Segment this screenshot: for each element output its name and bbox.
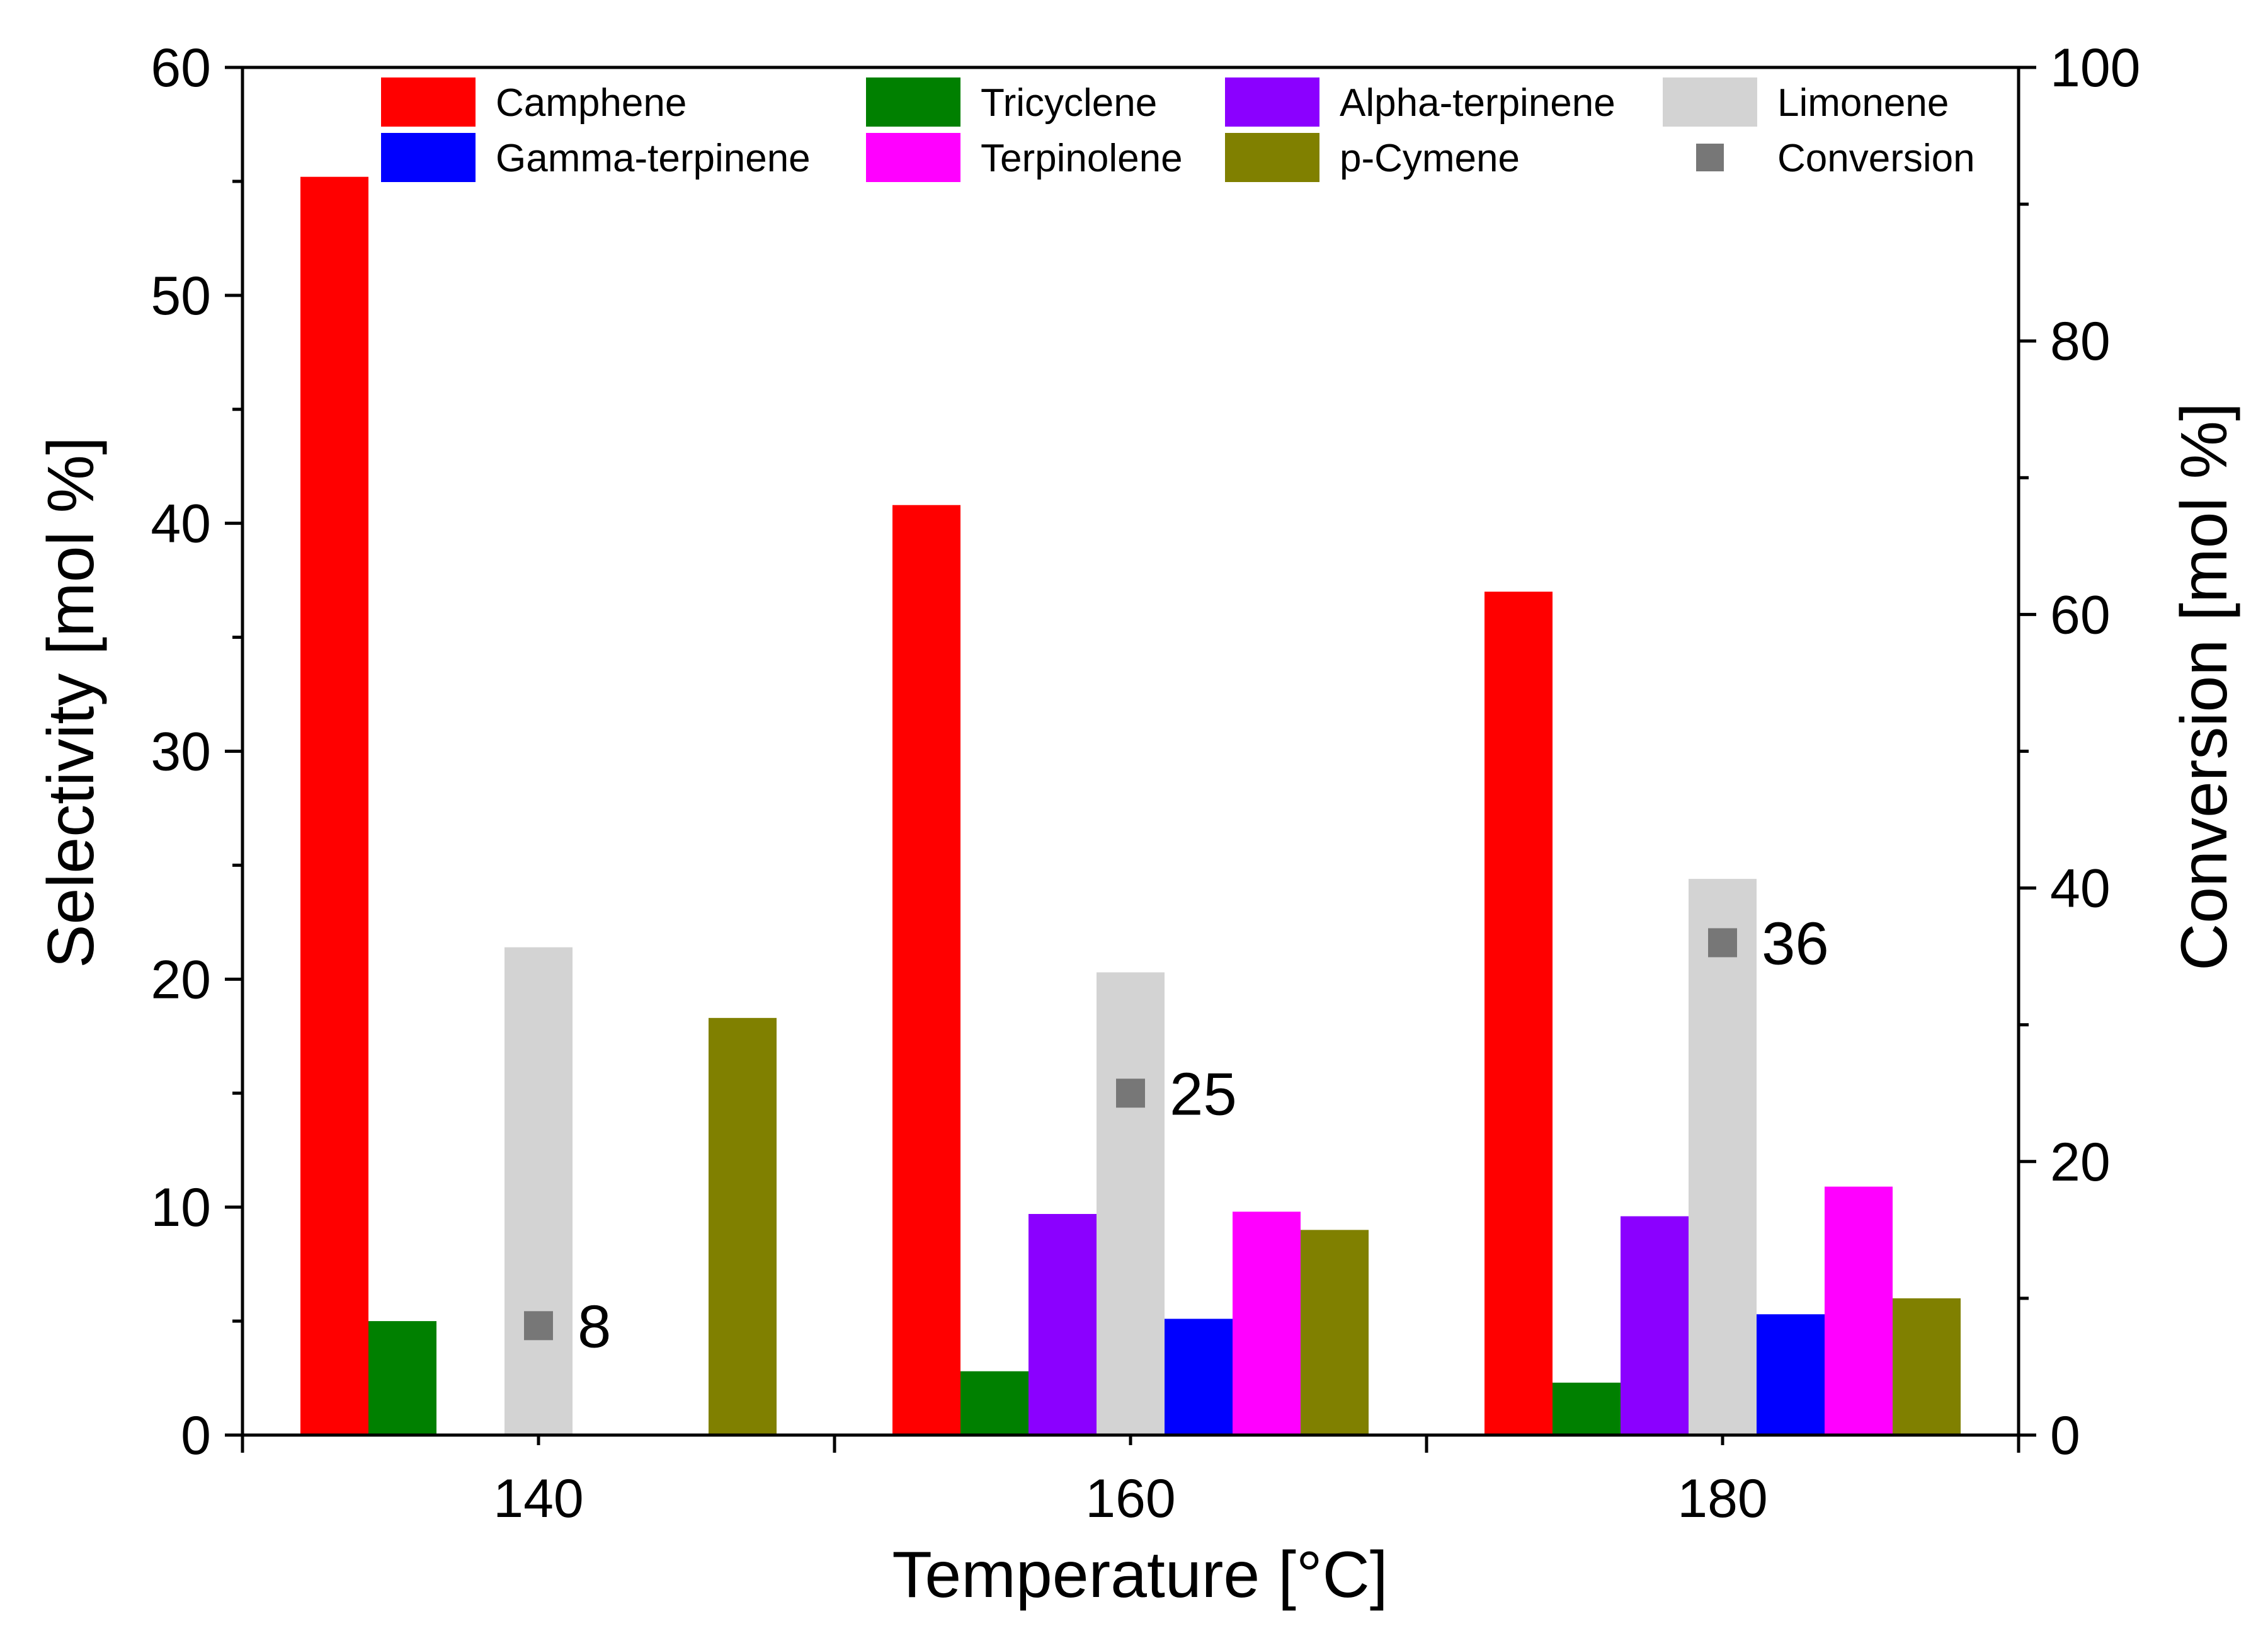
x-axis-title: Temperature [°C]: [892, 1538, 1388, 1611]
y-axis-title: Selectivity [mol %]: [35, 437, 108, 968]
bar-terpinolene-180: [1825, 1186, 1893, 1435]
y2-tick-label: 100: [2050, 38, 2141, 98]
legend-swatch-terpinolene: [866, 133, 960, 182]
bar-limonene-180: [1689, 879, 1757, 1435]
legend-swatch-limonene: [1663, 77, 1757, 127]
x-tick-label-160: 160: [1085, 1468, 1176, 1529]
legend-swatch-p-cymene: [1225, 133, 1319, 182]
legend-label-conversion: Conversion: [1777, 137, 1975, 180]
y-tick-label: 50: [151, 266, 211, 326]
bar-p-cymene-180: [1893, 1298, 1961, 1435]
bars-layer: [300, 176, 1961, 1436]
legend-label-limonene: Limonene: [1777, 81, 1949, 125]
y-tick-label: 10: [151, 1177, 211, 1238]
bar-terpinolene-160: [1233, 1211, 1301, 1435]
bar-camphene-180: [1484, 592, 1553, 1435]
conversion-label-180: 36: [1762, 910, 1829, 977]
bar-tricyclene-160: [960, 1371, 1029, 1435]
axes-layer: 0 10 20 30 40 50 60 0 20 40 60 80 100 140 160 180: [151, 38, 2140, 1529]
legend-label-camphene: Camphene: [496, 81, 687, 125]
y-tick-label: 30: [151, 722, 211, 782]
conversion-marker-160: [1116, 1079, 1145, 1108]
bar-camphene-140: [300, 176, 368, 1436]
bar-gamma-terpinene-160: [1165, 1319, 1233, 1435]
legend-label-p-cymene: p-Cymene: [1340, 137, 1520, 180]
legend-label-terpinolene: Terpinolene: [981, 137, 1183, 180]
bar-limonene-160: [1097, 972, 1165, 1435]
legend-label-gamma-terpinene: Gamma-terpinene: [496, 137, 811, 180]
legend-swatch-camphene: [381, 77, 476, 127]
conversion-label-160: 25: [1170, 1060, 1237, 1128]
y-tick-label: 40: [151, 494, 211, 554]
y2-tick-label: 60: [2050, 585, 2111, 645]
x-tick-label-180: 180: [1677, 1468, 1768, 1529]
bar-gamma-terpinene-180: [1757, 1314, 1825, 1435]
y-tick-label: 60: [151, 38, 211, 98]
legend: Camphene Tricyclene Alpha-terpinene Limonen…: [381, 77, 1975, 182]
bar-p-cymene-140: [709, 1017, 777, 1435]
y2-tick-label: 20: [2050, 1132, 2111, 1193]
legend-swatch-alpha-terpinene: [1225, 77, 1319, 127]
legend-label-tricyclene: Tricyclene: [981, 81, 1157, 125]
bar-tricyclene-180: [1553, 1382, 1621, 1435]
y-tick-label: 0: [181, 1405, 211, 1466]
conversion-layer: 8 25 36: [524, 910, 1829, 1360]
bar-tricyclene-140: [368, 1321, 436, 1435]
legend-label-alpha-terpinene: Alpha-terpinene: [1340, 81, 1616, 125]
bar-limonene-140: [504, 947, 573, 1435]
y2-tick-label: 40: [2050, 859, 2111, 919]
x-tick-label-140: 140: [493, 1468, 584, 1529]
legend-swatch-gamma-terpinene: [381, 133, 476, 182]
conversion-marker-140: [524, 1311, 553, 1341]
bar-alpha-terpinene-160: [1029, 1214, 1097, 1435]
bar-camphene-160: [892, 505, 960, 1435]
legend-swatch-conversion: [1696, 144, 1724, 171]
legend-swatch-tricyclene: [866, 77, 960, 127]
y2-tick-label: 80: [2050, 311, 2111, 372]
y-tick-label: 20: [151, 949, 211, 1010]
conversion-label-140: 8: [578, 1293, 611, 1360]
bar-alpha-terpinene-180: [1621, 1216, 1689, 1435]
y2-tick-label: 0: [2050, 1405, 2080, 1466]
y2-axis-title: Conversion [mol %]: [2168, 403, 2241, 971]
conversion-marker-180: [1708, 928, 1737, 958]
bar-p-cymene-160: [1301, 1230, 1369, 1435]
